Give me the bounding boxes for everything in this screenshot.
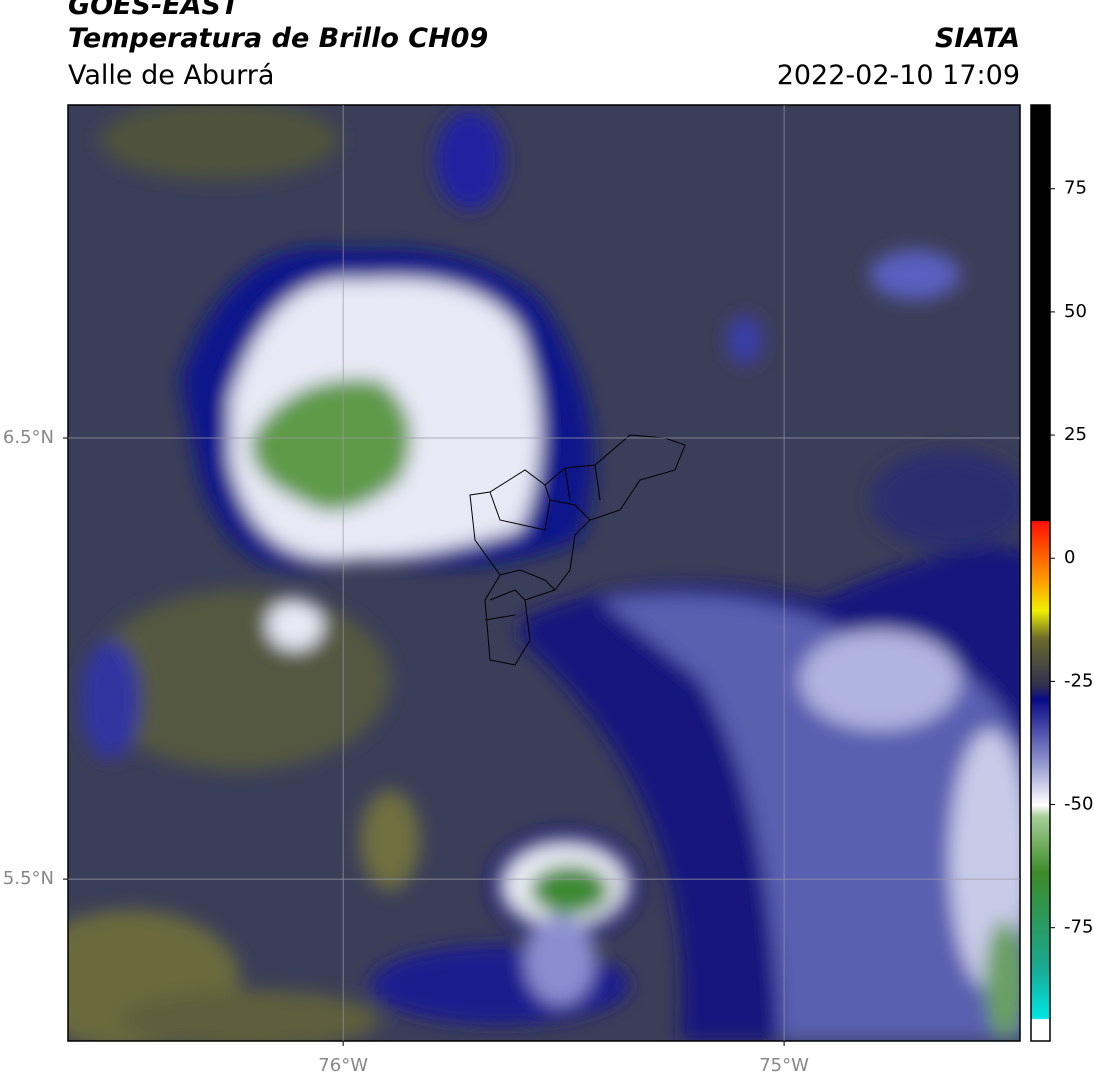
municipal-boundaries — [469, 434, 686, 666]
y-tick-label: 6.5°N — [3, 427, 54, 448]
colorbar-tick-label: -75 — [1064, 917, 1093, 938]
datetime: 2022-02-10 17:09 — [777, 60, 1020, 91]
region: Valle de Aburrá — [68, 60, 274, 91]
subtitle: Temperatura de Brillo CH09 — [68, 23, 488, 54]
colorbar-tick-label: 0 — [1064, 547, 1075, 568]
satellite-image — [68, 105, 1020, 1041]
map-frame — [67, 104, 1021, 1042]
colorbar-tick-label: 25 — [1064, 424, 1087, 445]
x-tick-label: 75°W — [759, 1055, 809, 1076]
x-tick-label: 76°W — [318, 1055, 368, 1076]
source: SIATA — [935, 23, 1020, 54]
title: GOES-EAST — [68, 0, 242, 21]
colorbar-tick-label: 50 — [1064, 301, 1087, 322]
colorbar-tick-label: 75 — [1064, 178, 1087, 199]
colorbar-tick-label: -25 — [1064, 670, 1093, 691]
y-tick-label: 5.5°N — [3, 868, 54, 889]
colorbar-tick-label: -50 — [1064, 794, 1093, 815]
colorbar — [1030, 104, 1051, 1042]
